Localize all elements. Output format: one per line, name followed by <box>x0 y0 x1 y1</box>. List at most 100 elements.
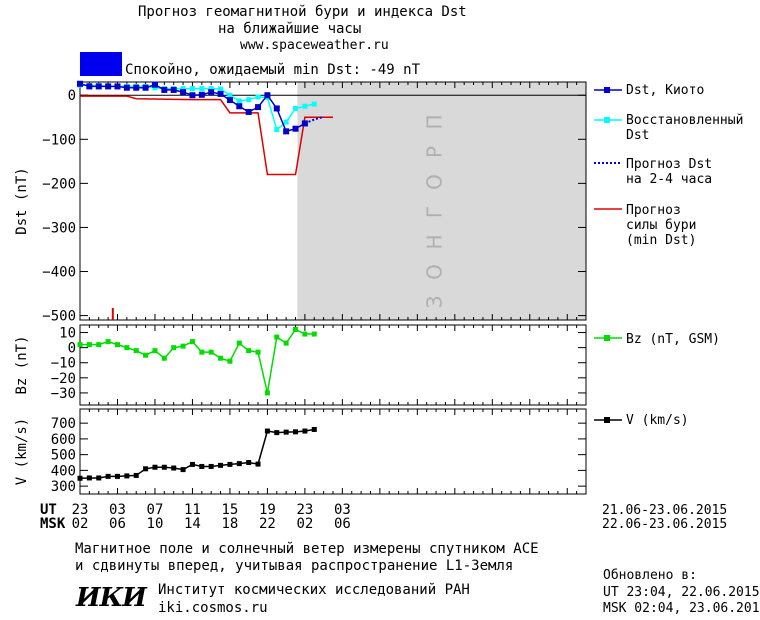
y-tick-label: −200 <box>42 176 76 192</box>
kyoto-dst-point <box>77 80 83 87</box>
restored-dst-point <box>293 105 299 111</box>
v-point <box>171 465 177 471</box>
v-point <box>208 463 214 469</box>
v-point <box>77 475 83 481</box>
legend-bz: Bz (nT, GSM) <box>626 332 720 347</box>
restored-dst-point <box>199 86 205 92</box>
bz-point <box>114 342 120 348</box>
y-tick-label: −500 <box>42 309 76 325</box>
msk-tick-label: 18 <box>221 516 238 532</box>
v-line <box>79 428 315 480</box>
v-point <box>96 475 102 481</box>
kyoto-dst-point <box>264 92 271 99</box>
y-axis-label: V (km/s) <box>14 418 30 485</box>
v-point <box>218 462 224 468</box>
bz-point <box>283 340 289 346</box>
iki-logo[interactable]: ИКИ <box>76 583 147 613</box>
restored-dst-point <box>311 101 317 107</box>
kyoto-dst-point <box>189 92 196 99</box>
v-point <box>161 464 167 470</box>
panel-frame <box>79 324 587 406</box>
dst-forecast-line <box>304 115 324 125</box>
legend-restored-2: Dst <box>626 128 650 143</box>
ut-tick-label: 23 <box>72 502 89 518</box>
footer-note-2: и сдвинуты вперед, учитывая распростране… <box>75 558 514 574</box>
restored-dst-point <box>283 119 289 125</box>
storm-forecast-line <box>80 95 333 176</box>
v-point <box>236 461 242 467</box>
legend-kyoto-symbol <box>604 87 610 93</box>
kyoto-dst-point <box>123 84 130 91</box>
v-point <box>255 461 261 467</box>
msk-tick-label: 02 <box>72 516 89 532</box>
y-tick-label: 700 <box>51 416 76 432</box>
restored-dst-point <box>246 97 252 103</box>
msk-tick-label: 10 <box>147 516 164 532</box>
bz-point <box>274 334 280 340</box>
y-axis-label: Bz (nT) <box>14 335 30 394</box>
status-text: Спокойно, ожидаемый min Dst: -49 nT <box>125 62 421 78</box>
y-axis-label: Dst (nT) <box>14 167 30 234</box>
legend-forecast-2: на 2-4 часа <box>626 172 713 187</box>
forecast-band-letter: З <box>423 296 447 309</box>
v-point <box>105 473 111 479</box>
restored-dst-point <box>255 94 261 100</box>
v-point <box>124 473 130 479</box>
kyoto-dst-point <box>180 89 187 96</box>
bz-point <box>161 355 167 361</box>
legend-storm-1: Прогноз <box>626 203 681 218</box>
v-point <box>302 428 308 434</box>
updated-ut: UT 23:04, 22.06.2015 <box>603 585 760 600</box>
v-point <box>283 429 289 435</box>
kyoto-dst-point <box>142 84 149 91</box>
y-tick-label: −10 <box>51 356 76 372</box>
restored-dst-point <box>208 86 214 92</box>
legend-storm-3: (min Dst) <box>626 233 697 248</box>
bz-point <box>302 331 308 337</box>
bz-point <box>199 349 205 355</box>
kyoto-dst-point <box>95 83 102 90</box>
website-link[interactable]: www.spaceweather.ru <box>240 38 389 53</box>
legend-restored-1: Восстановленный <box>626 113 744 128</box>
restored-dst-point <box>236 98 242 104</box>
v-point <box>227 461 233 467</box>
legend-dst-kyoto: Dst, Киото <box>626 83 705 98</box>
y-tick-label: −100 <box>42 132 76 148</box>
legend-v: V (km/s) <box>626 413 689 428</box>
v-point <box>311 426 317 432</box>
kyoto-dst-point <box>292 125 299 132</box>
v-point <box>133 472 139 478</box>
bz-point <box>105 339 111 345</box>
kyoto-dst-point <box>226 97 233 104</box>
bz-point <box>255 349 261 355</box>
v-point <box>189 461 195 467</box>
bz-point <box>208 349 214 355</box>
y-tick-label: −300 <box>42 220 76 236</box>
kyoto-dst-point <box>236 103 243 110</box>
kyoto-dst-point <box>208 89 215 96</box>
bz-point <box>86 342 92 348</box>
msk-label: MSK <box>40 516 66 532</box>
bz-point <box>293 327 299 333</box>
updated-label: Обновлено в: <box>603 568 697 583</box>
forecast-band <box>297 82 586 320</box>
ut-tick-label: 03 <box>109 502 126 518</box>
bz-point <box>236 340 242 346</box>
forecast-band-letter: Р <box>423 146 447 158</box>
forecast-band-letter: О <box>423 264 447 280</box>
restored-dst-point <box>302 103 308 109</box>
ut-tick-label: 23 <box>296 502 313 518</box>
institute-link[interactable]: iki.cosmos.ru <box>158 600 268 616</box>
ut-range: 21.06-23.06.2015 <box>602 503 728 518</box>
v-point <box>274 430 280 436</box>
bz-point <box>180 343 186 349</box>
ut-tick-label: 19 <box>259 502 276 518</box>
y-tick-label: 600 <box>51 432 76 448</box>
kyoto-dst-point <box>245 108 252 115</box>
v-point <box>114 473 120 479</box>
legend-bz-symbol <box>604 335 610 341</box>
msk-tick-label: 22 <box>259 516 276 532</box>
kyoto-dst-point <box>255 104 262 111</box>
